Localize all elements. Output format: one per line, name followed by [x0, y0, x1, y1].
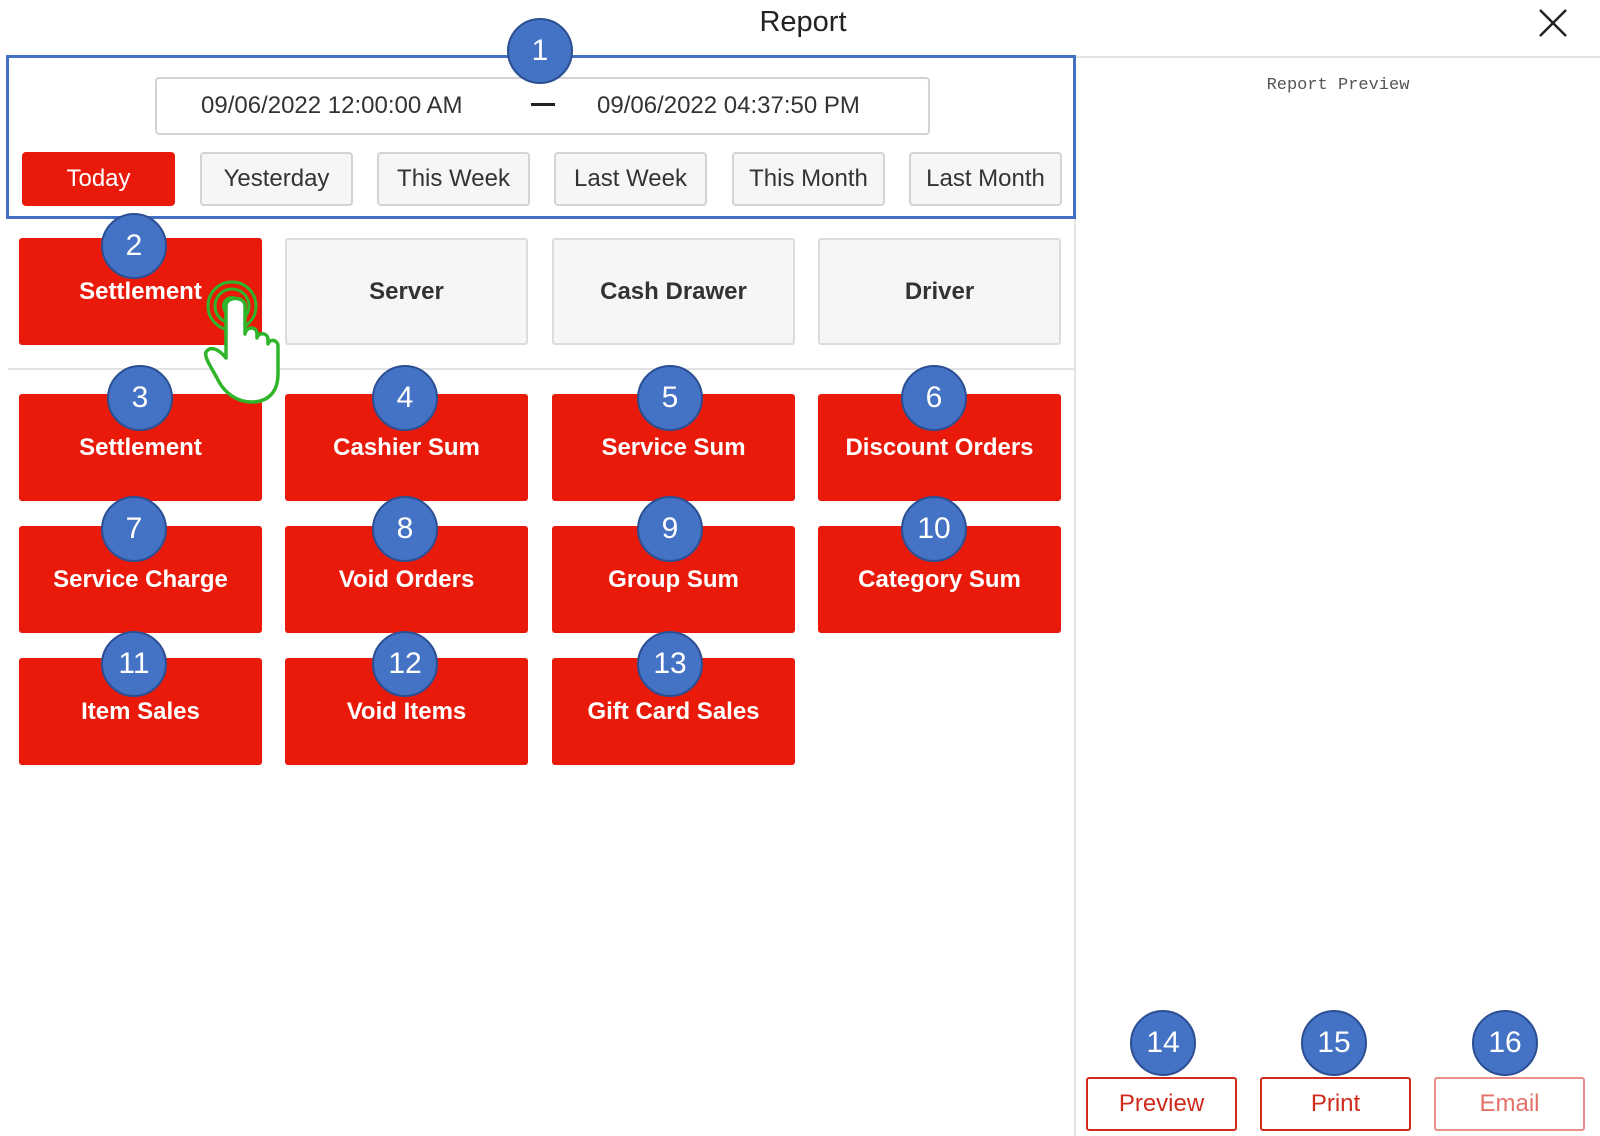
report-preview-label: Report Preview: [1266, 76, 1410, 95]
callout-badge-12: 12: [372, 631, 438, 697]
tab-driver[interactable]: Driver: [818, 238, 1061, 345]
callout-badge-13: 13: [637, 631, 703, 697]
callout-badge-5: 5: [637, 365, 703, 431]
callout-badge-3: 3: [107, 365, 173, 431]
report-preview-panel: Report Preview: [1074, 56, 1600, 1136]
period-today-button[interactable]: Today: [22, 152, 175, 206]
end-date-value[interactable]: 09/06/2022 04:37:50 PM: [597, 92, 860, 119]
date-range-field[interactable]: 09/06/2022 12:00:00 AM 09/06/2022 04:37:…: [155, 77, 930, 135]
callout-badge-10: 10: [901, 496, 967, 562]
period-yesterday-button[interactable]: Yesterday: [200, 152, 353, 206]
report-void-items-button[interactable]: Void Items: [285, 658, 528, 765]
tab-server[interactable]: Server: [285, 238, 528, 345]
date-filter-section: 09/06/2022 12:00:00 AM 09/06/2022 04:37:…: [6, 55, 1076, 219]
callout-badge-4: 4: [372, 365, 438, 431]
pointer-hand-icon: [196, 276, 288, 408]
period-this-month-button[interactable]: This Month: [732, 152, 885, 206]
date-range-separator: [531, 103, 555, 106]
print-button[interactable]: Print: [1260, 1077, 1411, 1131]
section-divider: [8, 368, 1074, 370]
start-date-value[interactable]: 09/06/2022 12:00:00 AM: [201, 92, 463, 119]
period-last-week-button[interactable]: Last Week: [554, 152, 707, 206]
close-button[interactable]: [1536, 6, 1570, 40]
callout-badge-6: 6: [901, 365, 967, 431]
callout-badge-8: 8: [372, 496, 438, 562]
callout-badge-11: 11: [101, 631, 167, 697]
callout-badge-7: 7: [101, 496, 167, 562]
callout-badge-14: 14: [1130, 1010, 1196, 1076]
header: Report: [0, 0, 1600, 56]
tab-cash-drawer[interactable]: Cash Drawer: [552, 238, 795, 345]
callout-badge-2: 2: [101, 213, 167, 279]
callout-badge-9: 9: [637, 496, 703, 562]
preview-button[interactable]: Preview: [1086, 1077, 1237, 1131]
callout-badge-16: 16: [1472, 1010, 1538, 1076]
callout-badge-15: 15: [1301, 1010, 1367, 1076]
period-last-month-button[interactable]: Last Month: [909, 152, 1062, 206]
period-this-week-button[interactable]: This Week: [377, 152, 530, 206]
close-icon: [1539, 9, 1567, 37]
page-title: Report: [759, 6, 847, 38]
callout-badge-1: 1: [507, 18, 573, 84]
email-button[interactable]: Email: [1434, 1077, 1585, 1131]
